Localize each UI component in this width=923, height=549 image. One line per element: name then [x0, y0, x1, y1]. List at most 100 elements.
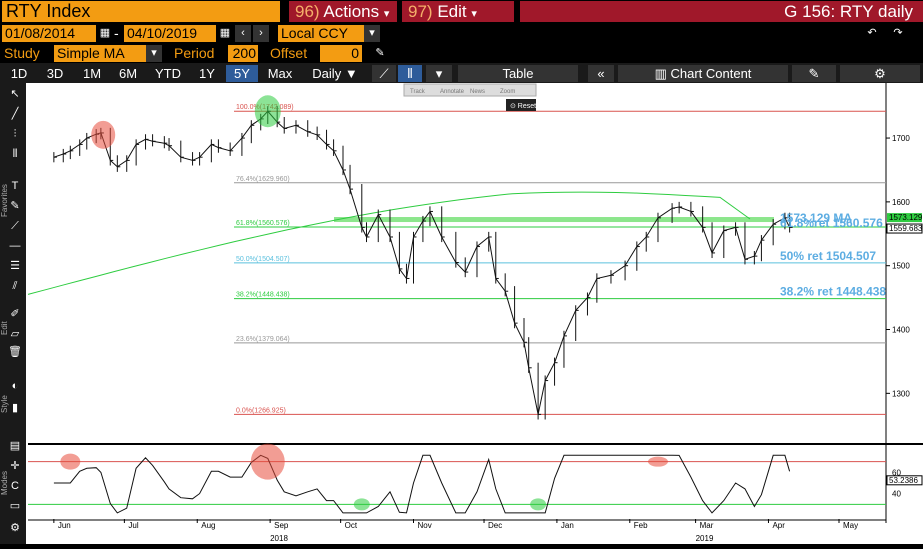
price-line [53, 110, 791, 415]
frequency-select[interactable]: Daily ▼ [304, 65, 366, 82]
collapse-icon[interactable]: « [588, 65, 614, 82]
fib-label: 76.4%(1629.960) [236, 176, 290, 183]
magnet-icon[interactable]: C [11, 480, 19, 492]
measure-icon[interactable]: ⟋ [11, 220, 19, 232]
style-icon[interactable]: ◐ [11, 380, 19, 392]
x-tick-label: Sep [274, 521, 289, 530]
fib-icon[interactable]: ☰ [10, 260, 20, 272]
price-tag [886, 223, 923, 234]
range-max[interactable]: Max [267, 66, 293, 81]
candle-icon[interactable]: ⫴ [12, 148, 18, 160]
pen-icon[interactable]: ✎ [372, 45, 388, 62]
text-tool-icon[interactable]: T [11, 180, 19, 192]
fib-label: 61.8%(1560.576) [236, 220, 290, 227]
offset-label: Offset [270, 45, 308, 61]
pencil-icon[interactable]: ✐ [10, 308, 20, 320]
rsi-tick-label: 60 [892, 468, 901, 477]
mini-toolbar-item: Zoom [500, 89, 515, 95]
study-bar: Study Simple MA ▾ Period 200 Offset 0 ✎ [0, 43, 923, 63]
price-tag-label: 1559.683 [889, 224, 923, 233]
layers-icon[interactable]: ▭ [9, 500, 21, 512]
x-tick-label: Nov [418, 521, 432, 530]
ticker-field[interactable]: RTY Index [2, 1, 280, 22]
range-1y[interactable]: 1Y [199, 66, 215, 81]
chart-content-label: Chart Content [670, 66, 752, 81]
header-bar: RTY Index 96) Actions ▾ 97) Edit ▾ G 156… [0, 0, 923, 23]
offset-field[interactable]: 0 [320, 45, 362, 62]
rsi-marker [353, 498, 370, 511]
gear-icon[interactable]: ⚙ [840, 65, 920, 82]
end-date-field[interactable]: 04/10/2019 [124, 25, 216, 42]
ohlc-icon[interactable]: ⫶ [13, 128, 17, 140]
channel-icon[interactable]: ⫽ [12, 280, 18, 292]
range-5y[interactable]: 5Y [226, 65, 258, 82]
undo-icon[interactable]: ↶ [862, 25, 882, 42]
start-date-field[interactable]: 01/08/2014 [2, 25, 96, 42]
calendar-icon[interactable]: ▦ [217, 25, 233, 42]
ma-tag [887, 213, 922, 223]
retracement-annotation: 50% ret 1504.507 [780, 249, 876, 263]
period-field[interactable]: 200 [228, 45, 258, 62]
x-tick-label: May [843, 521, 858, 530]
retracement-annotation: 38.2% ret 1448.438 [780, 285, 886, 299]
year-label: 2018 [270, 534, 288, 543]
y-tick-label: 1600 [892, 198, 910, 207]
ma-tag-label: 1573.129 [889, 213, 923, 222]
settings-icon[interactable]: ⚙ [10, 522, 20, 534]
mini-toolbar-item: Track [410, 89, 426, 95]
eraser-icon[interactable]: ▱ [10, 328, 20, 340]
chevron-down-icon: ▾ [383, 8, 390, 20]
crosshair-icon[interactable]: ✛ [10, 460, 20, 472]
calendar-icon[interactable]: ▦ [97, 25, 113, 42]
date-separator: - [114, 25, 119, 41]
range-1m[interactable]: 1M [82, 66, 102, 81]
edit-menu[interactable]: 97) Edit ▾ [402, 1, 514, 22]
price-chart[interactable]: 100.0%(1742.089)76.4%(1629.960)61.8%(156… [0, 83, 923, 544]
date-bar: 01/08/2014 ▦ - 04/10/2019 ▦ ‹ › Local CC… [0, 23, 923, 43]
reset-button [506, 99, 536, 111]
mini-toolbar-item: News [470, 89, 485, 95]
rsi-marker [60, 453, 81, 470]
frequency-label: Daily [312, 66, 342, 81]
study-field[interactable]: Simple MA [54, 45, 146, 62]
edit-num: 97) [408, 2, 433, 21]
range-ytd[interactable]: YTD [155, 66, 181, 81]
color-icon[interactable]: ▮ [11, 402, 19, 414]
y-tick-label: 1700 [892, 134, 910, 143]
ma-band [334, 217, 774, 223]
actions-num: 96) [295, 2, 320, 21]
hatch-icon[interactable]: ▤ [9, 440, 21, 452]
chevron-down-icon: ▾ [471, 8, 477, 20]
x-tick-label: Jun [58, 521, 71, 530]
bar-chart-icon[interactable]: ⫴ [398, 65, 422, 82]
redo-icon[interactable]: ↷ [888, 25, 908, 42]
actions-menu[interactable]: 96) Actions ▾ [289, 1, 397, 22]
chevron-down-icon[interactable]: ▾ [146, 45, 162, 62]
ma-annotation: 1573.129 MA [780, 211, 852, 225]
rsi-tag [886, 475, 923, 486]
table-button[interactable]: Table [458, 65, 578, 82]
edit-chart-icon[interactable]: ✎ [792, 65, 836, 82]
year-label: 2019 [696, 534, 714, 543]
x-tick-label: Aug [201, 521, 215, 530]
chart-content-button[interactable]: ▥ Chart Content [618, 65, 788, 82]
cursor-icon[interactable]: ↖ [10, 88, 20, 100]
horizontal-line-icon[interactable]: — [9, 240, 21, 252]
chevron-down-icon[interactable]: ▾ [426, 65, 452, 82]
currency-field[interactable]: Local CCY [278, 25, 364, 42]
fib-label: 50.0%(1504.507) [236, 256, 290, 263]
y-tick-label: 1500 [892, 262, 910, 271]
retracement-annotation: 61.8%ret 1560.576 [780, 216, 883, 230]
line-tool-icon[interactable]: ╱ [11, 108, 19, 120]
chevron-right-icon[interactable]: › [253, 25, 269, 42]
chevron-left-icon[interactable]: ‹ [235, 25, 251, 42]
range-1d[interactable]: 1D [10, 66, 28, 81]
range-6m[interactable]: 6M [118, 66, 138, 81]
range-3d[interactable]: 3D [46, 66, 64, 81]
trash-icon[interactable]: 🗑 [8, 346, 22, 358]
style-label: Style [0, 395, 9, 413]
brush-icon[interactable]: ✎ [10, 200, 20, 212]
chevron-down-icon[interactable]: ▾ [364, 25, 380, 42]
line-chart-icon[interactable]: ⟋ [372, 65, 396, 82]
chart-area[interactable]: 100.0%(1742.089)76.4%(1629.960)61.8%(156… [0, 83, 923, 544]
